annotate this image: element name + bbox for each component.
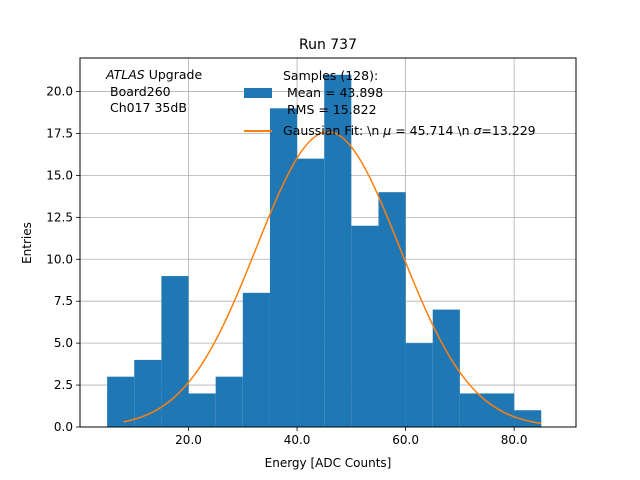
y-tick-label: 10.0 bbox=[46, 252, 73, 266]
histogram-bar bbox=[324, 74, 352, 427]
legend-histogram-swatch bbox=[244, 88, 272, 98]
histogram-bar bbox=[459, 393, 488, 427]
annotation-atlas: ATLAS bbox=[105, 67, 145, 82]
atlas-annotation: ATLAS Upgrade Board260 Ch017 35dB bbox=[105, 67, 202, 115]
histogram-bar bbox=[269, 108, 298, 428]
histogram-bar bbox=[297, 158, 325, 428]
legend-rms-label: RMS = 15.822 bbox=[283, 102, 377, 117]
legend-fit-sigma-symbol: σ bbox=[473, 123, 482, 138]
histogram-bar bbox=[215, 376, 243, 427]
x-axis-ticks: 20.0 40.0 60.0 80.0 bbox=[175, 427, 527, 447]
histogram-bar bbox=[405, 343, 433, 427]
histogram-bar bbox=[161, 276, 189, 427]
legend-samples-label: Samples (128): bbox=[283, 68, 378, 83]
legend-fit-prefix: Gaussian Fit: \n bbox=[283, 123, 383, 138]
y-tick-label: 5.0 bbox=[54, 336, 73, 350]
legend-fit-mu-symbol: μ bbox=[382, 123, 391, 138]
x-tick-label: 40.0 bbox=[284, 433, 311, 447]
legend-fit-mu-text: = 45.714 \n bbox=[391, 123, 473, 138]
x-tick-label: 20.0 bbox=[175, 433, 202, 447]
x-tick-label: 60.0 bbox=[392, 433, 419, 447]
gaussian-fit-line bbox=[123, 131, 542, 425]
y-tick-label: 17.5 bbox=[46, 126, 73, 140]
legend: Samples (128): Mean = 43.898 RMS = 15.82… bbox=[244, 68, 536, 138]
histogram-bar bbox=[188, 393, 216, 427]
y-tick-label: 7.5 bbox=[54, 294, 73, 308]
y-tick-label: 15.0 bbox=[46, 168, 73, 182]
chart-title: Run 737 bbox=[299, 37, 357, 53]
y-axis-ticks: 0.0 2.5 5.0 7.5 10.0 12.5 15.0 17.5 20.0 bbox=[46, 85, 80, 434]
histogram-bar bbox=[351, 225, 379, 427]
axes-frame bbox=[79, 57, 577, 428]
annotation-board: Board260 bbox=[110, 84, 171, 99]
histogram-bar bbox=[242, 292, 270, 427]
histogram-bar bbox=[107, 376, 135, 427]
y-tick-label: 2.5 bbox=[54, 378, 73, 392]
histogram-bar bbox=[134, 359, 162, 427]
x-tick-label: 80.0 bbox=[501, 433, 528, 447]
x-axis-label: Energy [ADC Counts] bbox=[265, 456, 392, 470]
y-tick-label: 12.5 bbox=[46, 210, 73, 224]
gaussian-fit bbox=[123, 131, 542, 425]
legend-mean-label: Mean = 43.898 bbox=[283, 85, 383, 100]
annotation-channel: Ch017 35dB bbox=[110, 100, 187, 115]
y-axis-label: Entries bbox=[20, 222, 34, 264]
histogram-bar bbox=[432, 309, 460, 427]
legend-fit-sigma-text: =13.229 bbox=[481, 123, 535, 138]
annotation-upgrade: Upgrade bbox=[145, 67, 203, 82]
y-tick-label: 0.0 bbox=[54, 420, 73, 434]
legend-fit-label: Gaussian Fit: \n μ = 45.714 \n σ=13.229 bbox=[283, 123, 536, 138]
y-tick-label: 20.0 bbox=[46, 85, 73, 99]
histogram-bars bbox=[107, 74, 542, 428]
annotation-line-1: ATLAS Upgrade bbox=[105, 67, 202, 82]
histogram-bar bbox=[378, 192, 406, 427]
